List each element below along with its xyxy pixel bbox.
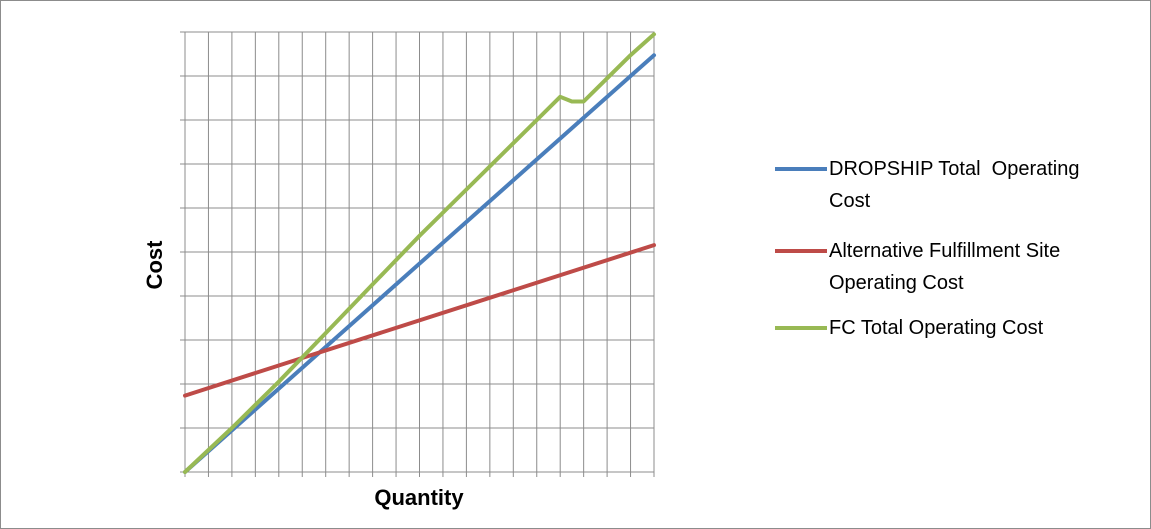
series-line-2 bbox=[183, 243, 656, 398]
legend-entry-2: Alternative Fulfillment Site Operating Co… bbox=[775, 240, 1060, 294]
legend: DROPSHIP Total Operating Cost Alternative … bbox=[775, 158, 1080, 339]
x-axis-title: Quantity bbox=[374, 485, 464, 510]
legend-entry-1: DROPSHIP Total Operating Cost bbox=[775, 158, 1080, 212]
legend-entry-3: FC Total Operating Cost bbox=[775, 317, 1044, 339]
legend-label: Operating Cost bbox=[829, 272, 964, 294]
legend-label: FC Total Operating Cost bbox=[829, 317, 1044, 339]
legend-label: Alternative Fulfillment Site bbox=[829, 240, 1060, 262]
series-line-3 bbox=[183, 32, 656, 474]
legend-label: DROPSHIP Total Operating bbox=[829, 158, 1080, 180]
plot-area-border bbox=[184, 31, 655, 473]
series-lines bbox=[183, 32, 656, 474]
legend-label: Cost bbox=[829, 190, 871, 212]
series-line-1 bbox=[183, 53, 656, 474]
y-axis-title: Cost bbox=[142, 240, 167, 290]
